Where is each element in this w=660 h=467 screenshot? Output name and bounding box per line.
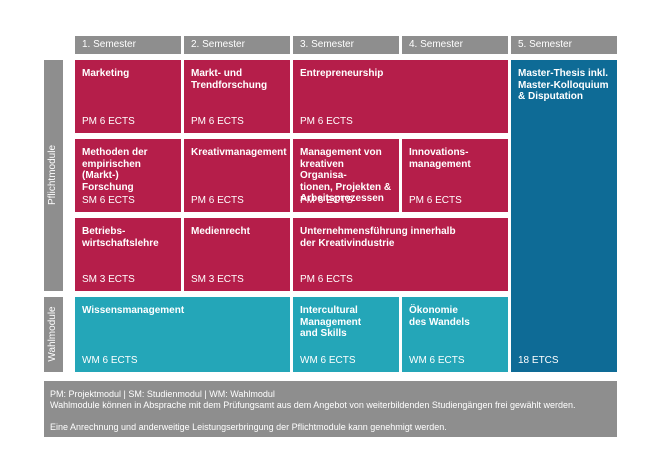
module-ects: WM 6 ECTS	[82, 354, 138, 366]
module-master-thesis: Master-Thesis inkl. Master-Kolloquium & …	[511, 60, 617, 372]
semester-5-header: 5. Semester	[511, 36, 617, 54]
module-ects: 18 ETCS	[518, 354, 559, 366]
pflichtmodule-sidebar: Pflichtmodule	[44, 60, 63, 291]
module-title: Intercultural Management and Skills	[300, 305, 362, 339]
module-title: Kreativmanagement	[191, 147, 287, 158]
semester-3-header: 3. Semester	[293, 36, 399, 54]
module-ects: WM 6 ECTS	[300, 354, 356, 366]
module-title: Entrepreneurship	[300, 68, 384, 79]
module-title: Methoden der empirischen (Markt-) Forsch…	[82, 147, 148, 193]
module-title: Markt- und Trendforschung	[191, 68, 268, 91]
legend-box: PM: Projektmodul | SM: Studienmodul | WM…	[44, 381, 617, 437]
module-ects: PM 6 ECTS	[300, 194, 353, 206]
module-title: Betriebs- wirtschaftslehre	[82, 226, 159, 249]
module-ects: SM 3 ECTS	[82, 273, 135, 285]
legend-abbreviations: PM: Projektmodul | SM: Studienmodul | WM…	[50, 389, 275, 399]
module-unternehmensfuehrung: Unternehmensführung innerhalb der Kreati…	[293, 218, 508, 291]
legend-anrechnung-note: Eine Anrechnung und anderweitige Leistun…	[50, 422, 447, 432]
module-title: Innovations- management	[409, 147, 471, 170]
legend-wahlmodule-note: Wahlmodule können in Absprache mit dem P…	[50, 400, 576, 410]
module-methoden: Methoden der empirischen (Markt-) Forsch…	[75, 139, 181, 212]
module-title: Ökonomie des Wandels	[409, 305, 470, 328]
module-ects: PM 6 ECTS	[82, 115, 135, 127]
wahlmodule-sidebar: Wahlmodule	[44, 297, 63, 372]
module-kreativmanagement: Kreativmanagement PM 6 ECTS	[184, 139, 290, 212]
module-wissensmanagement: Wissensmanagement WM 6 ECTS	[75, 297, 290, 372]
module-title: Wissensmanagement	[82, 305, 185, 316]
module-ects: WM 6 ECTS	[409, 354, 465, 366]
module-ects: PM 6 ECTS	[300, 115, 353, 127]
module-ects: SM 3 ECTS	[191, 273, 244, 285]
module-ects: PM 6 ECTS	[191, 194, 244, 206]
pflichtmodule-label: Pflichtmodule	[47, 144, 58, 206]
module-ects: PM 6 ECTS	[300, 273, 353, 285]
module-oekonomie-des-wandels: Ökonomie des Wandels WM 6 ECTS	[402, 297, 508, 372]
semester-1-header: 1. Semester	[75, 36, 181, 54]
module-ects: PM 6 ECTS	[191, 115, 244, 127]
module-intercultural-management: Intercultural Management and Skills WM 6…	[293, 297, 399, 372]
module-markt-trendforschung: Markt- und Trendforschung PM 6 ECTS	[184, 60, 290, 133]
module-entrepreneurship: Entrepreneurship PM 6 ECTS	[293, 60, 508, 133]
module-management-kreativer-organisationen: Management von kreativen Organisa- tione…	[293, 139, 399, 212]
module-ects: PM 6 ECTS	[409, 194, 462, 206]
module-title: Medienrecht	[191, 226, 250, 237]
semester-2-header: 2. Semester	[184, 36, 290, 54]
semester-4-header: 4. Semester	[402, 36, 508, 54]
module-betriebswirtschaftslehre: Betriebs- wirtschaftslehre SM 3 ECTS	[75, 218, 181, 291]
module-medienrecht: Medienrecht SM 3 ECTS	[184, 218, 290, 291]
module-innovationsmanagement: Innovations- management PM 6 ECTS	[402, 139, 508, 212]
module-ects: SM 6 ECTS	[82, 194, 135, 206]
module-title: Marketing	[82, 68, 130, 79]
module-marketing: Marketing PM 6 ECTS	[75, 60, 181, 133]
module-title: Management von kreativen Organisa- tione…	[300, 147, 392, 204]
module-title: Master-Thesis inkl. Master-Kolloquium & …	[518, 68, 609, 102]
module-title: Unternehmensführung innerhalb der Kreati…	[300, 226, 456, 249]
wahlmodule-label: Wahlmodule	[47, 306, 58, 362]
